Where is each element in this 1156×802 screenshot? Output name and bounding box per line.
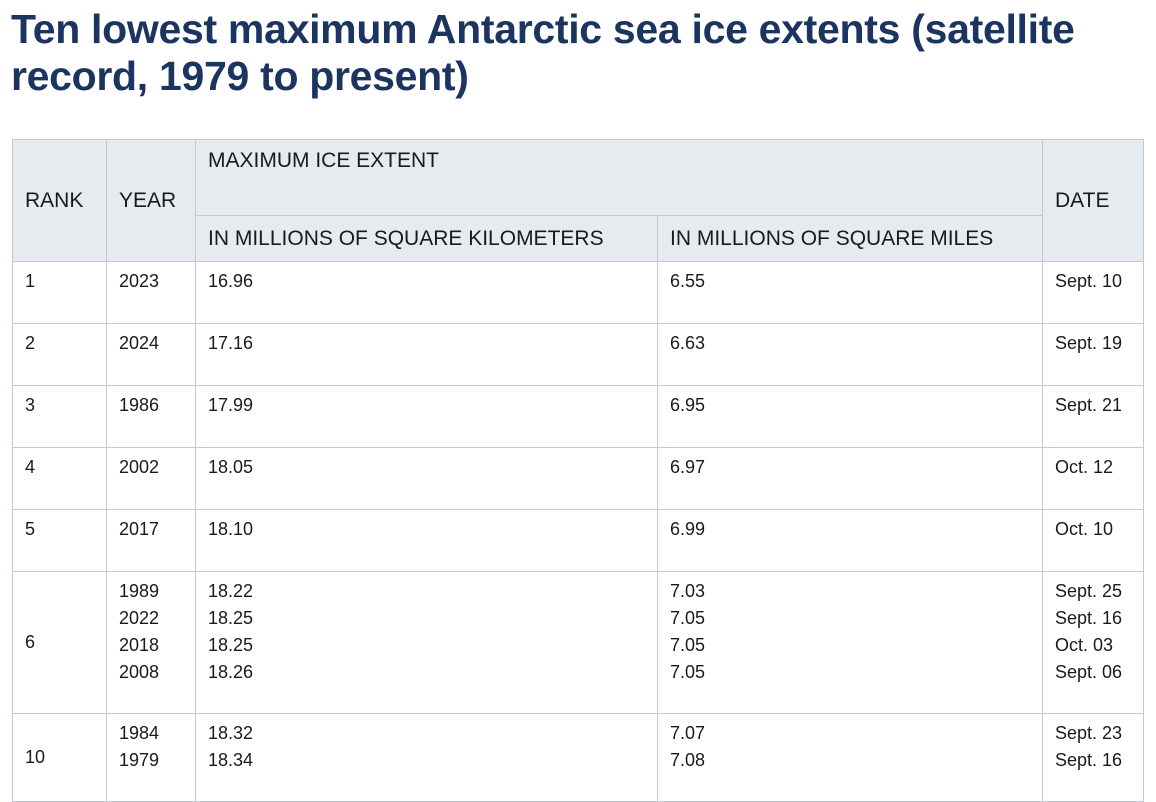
date-value: Sept. 06 xyxy=(1055,662,1123,682)
miles-cell: 6.99 xyxy=(656,509,1044,572)
year-value: 1986 xyxy=(119,395,160,415)
date-cell: Sept. 10 xyxy=(1042,261,1145,324)
table-row: 10 1984 1979 18.32 18.34 7.07 7.08 Sept.… xyxy=(12,713,1145,802)
table-body: 1 2023 16.96 6.55 Sept. 10 2 2024 17.16 … xyxy=(12,261,1145,802)
km-cell: 18.22 18.25 18.25 18.26 xyxy=(195,571,658,714)
year-value: 2024 xyxy=(119,333,160,353)
miles-cell: 7.07 7.08 xyxy=(656,713,1044,802)
km-value: 18.10 xyxy=(208,519,254,539)
header-square-miles: IN MILLIONS OF SQUARE MILES xyxy=(656,215,1044,262)
year-cell: 2023 xyxy=(106,261,196,324)
miles-cell: 7.03 7.05 7.05 7.05 xyxy=(656,571,1044,714)
year-cell: 1984 1979 xyxy=(106,713,196,802)
rank-cell: 4 xyxy=(12,447,107,510)
rank-cell: 3 xyxy=(12,385,107,448)
km-cell: 16.96 xyxy=(195,261,658,324)
miles-value: 7.05 xyxy=(670,662,706,682)
date-cell: Oct. 12 xyxy=(1042,447,1145,510)
rank-cell: 5 xyxy=(12,509,107,572)
km-value: 18.25 xyxy=(208,608,254,628)
year-cell: 2017 xyxy=(106,509,196,572)
table-row: 3 1986 17.99 6.95 Sept. 21 xyxy=(12,385,1145,448)
miles-value: 6.63 xyxy=(670,333,706,353)
km-value: 18.22 xyxy=(208,581,254,601)
miles-value: 6.97 xyxy=(670,457,706,477)
miles-cell: 6.95 xyxy=(656,385,1044,448)
date-value: Sept. 25 xyxy=(1055,581,1123,601)
km-value: 17.99 xyxy=(208,395,254,415)
year-value: 2018 xyxy=(119,635,160,655)
miles-value: 6.95 xyxy=(670,395,706,415)
miles-value: 7.08 xyxy=(670,750,706,770)
km-value: 17.16 xyxy=(208,333,254,353)
year-value: 2023 xyxy=(119,271,160,291)
km-value: 18.05 xyxy=(208,457,254,477)
date-value: Sept. 19 xyxy=(1055,333,1123,353)
year-cell: 1989 2022 2018 2008 xyxy=(106,571,196,714)
miles-cell: 6.63 xyxy=(656,323,1044,386)
km-cell: 18.05 xyxy=(195,447,658,510)
date-value: Sept. 16 xyxy=(1055,608,1123,628)
year-value: 1979 xyxy=(119,750,160,770)
km-cell: 18.32 18.34 xyxy=(195,713,658,802)
table-row: 5 2017 18.10 6.99 Oct. 10 xyxy=(12,509,1145,572)
year-cell: 2002 xyxy=(106,447,196,510)
date-value: Sept. 10 xyxy=(1055,271,1123,291)
km-value: 18.25 xyxy=(208,635,254,655)
year-value: 1989 xyxy=(119,581,160,601)
table-row: 1 2023 16.96 6.55 Sept. 10 xyxy=(12,261,1145,324)
date-value: Oct. 10 xyxy=(1055,519,1114,539)
km-cell: 18.10 xyxy=(195,509,658,572)
date-value: Sept. 16 xyxy=(1055,750,1123,770)
table-row: 2 2024 17.16 6.63 Sept. 19 xyxy=(12,323,1145,386)
date-value: Sept. 23 xyxy=(1055,723,1123,743)
year-value: 2022 xyxy=(119,608,160,628)
page-title: Ten lowest maximum Antarctic sea ice ext… xyxy=(11,6,1075,99)
miles-value: 7.05 xyxy=(670,635,706,655)
year-cell: 1986 xyxy=(106,385,196,448)
date-value: Sept. 21 xyxy=(1055,395,1123,415)
km-value: 18.32 xyxy=(208,723,254,743)
year-value: 2008 xyxy=(119,662,160,682)
miles-value: 7.03 xyxy=(670,581,706,601)
header-maximum-ice-extent: MAXIMUM ICE EXTENT xyxy=(194,139,1044,216)
km-value: 18.26 xyxy=(208,662,254,682)
km-value: 16.96 xyxy=(208,271,254,291)
date-cell: Sept. 19 xyxy=(1042,323,1145,386)
header-rank: RANK xyxy=(12,139,107,262)
date-cell: Sept. 25 Sept. 16 Oct. 03 Sept. 06 xyxy=(1042,571,1145,714)
table-header: RANK YEAR MAXIMUM ICE EXTENT DATE IN MIL… xyxy=(12,139,1145,262)
date-value: Oct. 03 xyxy=(1055,635,1114,655)
miles-value: 7.07 xyxy=(670,723,706,743)
table-row: 4 2002 18.05 6.97 Oct. 12 xyxy=(12,447,1145,510)
rank-cell: 1 xyxy=(12,261,107,324)
date-cell: Sept. 23 Sept. 16 xyxy=(1042,713,1145,802)
miles-cell: 6.55 xyxy=(656,261,1044,324)
date-value: Oct. 12 xyxy=(1055,457,1114,477)
rank-cell: 10 xyxy=(12,713,107,802)
miles-value: 6.99 xyxy=(670,519,706,539)
year-cell: 2024 xyxy=(106,323,196,386)
table-row: 6 1989 2022 2018 2008 18.22 18.25 18.25 … xyxy=(12,571,1145,714)
year-value: 1984 xyxy=(119,723,160,743)
km-cell: 17.99 xyxy=(195,385,658,448)
year-value: 2002 xyxy=(119,457,160,477)
header-year: YEAR xyxy=(106,139,196,262)
date-cell: Oct. 10 xyxy=(1042,509,1145,572)
header-square-kilometers: IN MILLIONS OF SQUARE KILOMETERS xyxy=(195,215,658,262)
km-cell: 17.16 xyxy=(195,323,658,386)
year-value: 2017 xyxy=(119,519,160,539)
miles-cell: 6.97 xyxy=(656,447,1044,510)
sea-ice-table: RANK YEAR MAXIMUM ICE EXTENT DATE IN MIL… xyxy=(12,139,1145,802)
rank-cell: 6 xyxy=(12,571,107,714)
header-date: DATE xyxy=(1042,139,1145,262)
miles-value: 6.55 xyxy=(670,271,706,291)
date-cell: Sept. 21 xyxy=(1042,385,1145,448)
miles-value: 7.05 xyxy=(670,608,706,628)
rank-cell: 2 xyxy=(12,323,107,386)
km-value: 18.34 xyxy=(208,750,254,770)
